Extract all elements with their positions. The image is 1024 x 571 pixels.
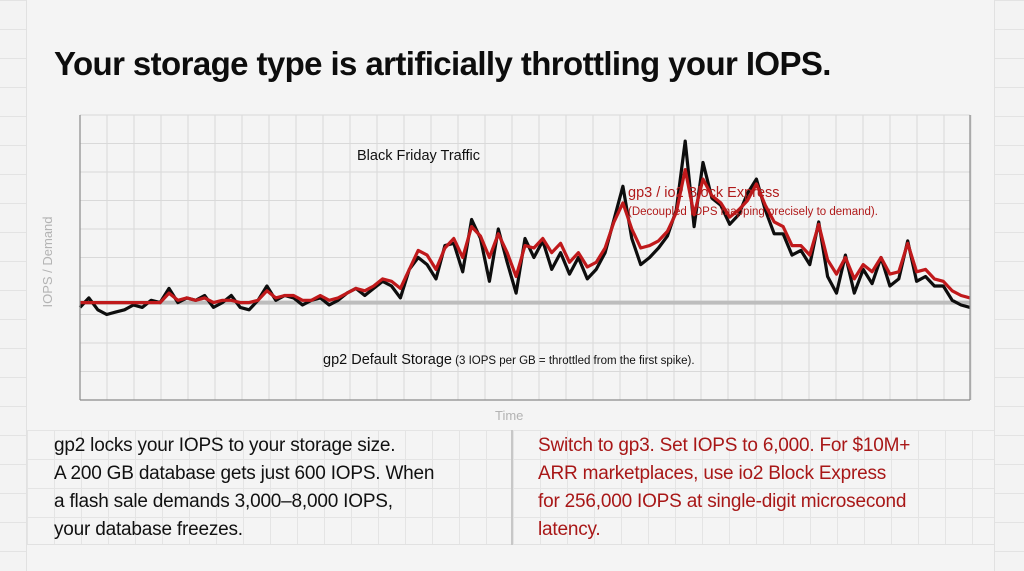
- solution-line: ARR marketplaces, use io2 Block Express: [538, 463, 887, 484]
- background-grid-left: [0, 0, 27, 571]
- solution-text: Switch to gp3. Set IOPS to 6,000. For $1…: [538, 432, 910, 544]
- annotation-gp2: gp2 Default Storage (3 IOPS per GB = thr…: [323, 352, 695, 368]
- problem-line: a flash sale demands 3,000–8,000 IOPS,: [54, 491, 393, 512]
- problem-line: your database freezes.: [54, 519, 243, 540]
- y-axis-label: IOPS / Demand: [40, 216, 55, 308]
- gp3-line: [80, 168, 971, 305]
- annotation-gp2-main: gp2 Default Storage: [323, 352, 452, 368]
- chart-axes: [79, 115, 971, 401]
- annotation-gp2-subtitle: (3 IOPS per GB = throttled from the firs…: [451, 355, 695, 367]
- column-divider: [511, 430, 513, 545]
- background-grid-right: [994, 0, 1024, 571]
- annotation-gp3-title: gp3 / io2 Block Express: [628, 185, 780, 201]
- problem-line: A 200 GB database gets just 600 IOPS. Wh…: [54, 463, 435, 484]
- x-axis-label: Time: [495, 408, 524, 423]
- solution-line: Switch to gp3. Set IOPS to 6,000. For $1…: [538, 435, 911, 456]
- problem-text: gp2 locks your IOPS to your storage size…: [54, 432, 434, 544]
- slide-title: Your storage type is artificially thrott…: [54, 45, 831, 82]
- annotation-gp3-subtitle: (Decoupled IOPS mapping precisely to dem…: [628, 206, 878, 218]
- solution-line: latency.: [538, 519, 601, 540]
- annotation-black-friday: Black Friday Traffic: [357, 148, 481, 164]
- bottom-grid: [27, 430, 994, 545]
- solution-line: for 256,000 IOPS at single-digit microse…: [538, 491, 907, 512]
- problem-line: gp2 locks your IOPS to your storage size…: [54, 435, 396, 456]
